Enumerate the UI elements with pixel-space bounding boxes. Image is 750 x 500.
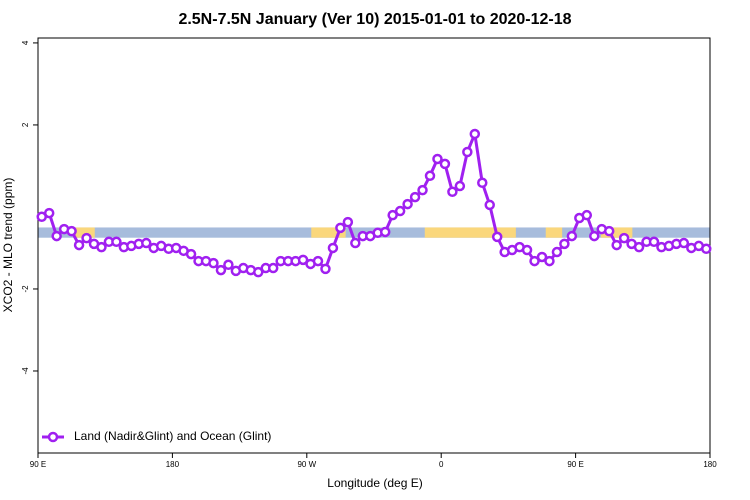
data-point: [432, 153, 443, 165]
chart-title: 2.5N-7.5N January (Ver 10) 2015-01-01 to…: [178, 11, 571, 28]
y-axis-label: XCO2 - MLO trend (ppm): [1, 178, 15, 313]
data-point: [312, 255, 324, 267]
series-line: [41, 128, 707, 274]
data-point: [320, 263, 331, 275]
data-point: [521, 244, 533, 256]
y-tick-label: 2: [21, 122, 30, 127]
data-point: [648, 236, 660, 248]
legend-marker: [47, 431, 59, 443]
data-point: [551, 246, 563, 258]
data-point: [66, 225, 77, 237]
data-point: [581, 209, 593, 221]
data-point: [633, 241, 645, 253]
data-point: [618, 232, 630, 244]
data-point: [111, 236, 122, 248]
data-point: [394, 205, 406, 217]
y-tick-label: 4: [21, 40, 30, 45]
data-point: [491, 231, 503, 243]
x-tick-label: 90 E: [30, 460, 46, 469]
data-point: [701, 243, 712, 255]
data-point: [566, 230, 578, 242]
data-point: [589, 230, 600, 242]
data-point: [379, 226, 391, 238]
data-point: [267, 262, 279, 274]
data-point: [603, 225, 615, 237]
data-point: [96, 241, 107, 253]
x-tick-label: 0: [439, 460, 444, 469]
data-point: [477, 177, 488, 189]
data-point: [51, 230, 62, 242]
data-point: [215, 264, 227, 276]
data-point: [253, 266, 264, 278]
data-point: [417, 184, 428, 196]
data-point: [81, 232, 92, 244]
data-point: [43, 207, 55, 219]
y-tick-label: -2: [21, 285, 30, 293]
data-point: [208, 257, 219, 269]
data-point: [439, 158, 451, 170]
x-tick-label: 90 W: [297, 460, 316, 469]
land-span: [424, 227, 516, 238]
data-point: [73, 239, 85, 251]
data-point: [447, 186, 458, 198]
x-tick-label: 180: [703, 460, 717, 469]
data-point: [350, 237, 361, 249]
data-point: [409, 191, 421, 203]
data-point: [454, 180, 466, 192]
x-axis-label: Longitude (deg E): [327, 476, 422, 490]
data-point: [223, 259, 234, 271]
legend-label: Land (Nadir&Glint) and Ocean (Glint): [74, 429, 271, 443]
data-point: [529, 255, 540, 267]
data-point: [544, 255, 555, 267]
data-point: [484, 199, 495, 211]
data-point: [387, 209, 398, 221]
data-point: [297, 254, 309, 266]
land-span: [600, 227, 633, 238]
data-point: [424, 170, 436, 182]
data-point: [402, 198, 413, 210]
land-span: [545, 227, 563, 238]
y-tick-label: -4: [21, 367, 30, 375]
data-point: [342, 216, 354, 228]
data-point: [462, 146, 473, 158]
land-span: [75, 227, 95, 238]
x-tick-label: 180: [166, 460, 180, 469]
data-point: [185, 248, 197, 260]
data-point: [327, 242, 339, 254]
data-point: [536, 251, 548, 263]
data-point: [469, 128, 481, 140]
data-point: [678, 237, 690, 249]
data-point: [141, 237, 152, 249]
data-point: [559, 238, 570, 250]
data-point: [335, 222, 346, 234]
land-span: [311, 227, 346, 238]
data-point: [611, 239, 622, 251]
x-tick-label: 90 E: [567, 460, 583, 469]
